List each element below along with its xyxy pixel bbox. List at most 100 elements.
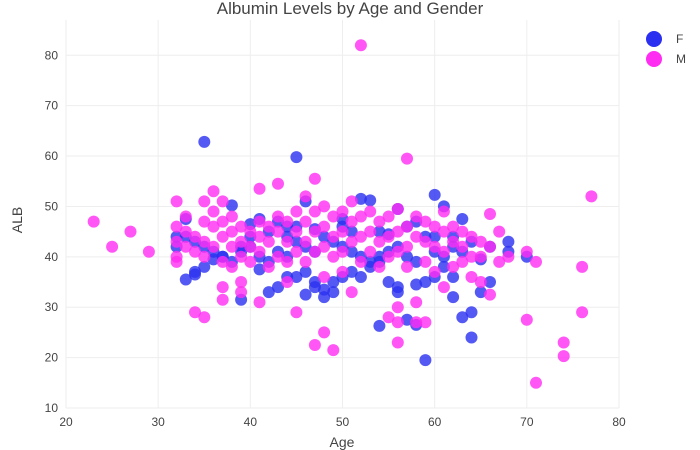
- data-point-f[interactable]: [308, 281, 321, 294]
- data-point-m[interactable]: [456, 255, 469, 268]
- data-point-m[interactable]: [290, 205, 303, 218]
- data-point-m[interactable]: [520, 313, 533, 326]
- data-point-m[interactable]: [465, 250, 478, 263]
- data-point-m[interactable]: [391, 245, 404, 258]
- data-point-m[interactable]: [373, 260, 386, 273]
- data-point-m[interactable]: [327, 250, 340, 263]
- data-point-m[interactable]: [299, 215, 312, 228]
- data-point-m[interactable]: [345, 286, 358, 299]
- data-point-m[interactable]: [225, 240, 238, 253]
- data-point-m[interactable]: [299, 235, 312, 248]
- data-point-m[interactable]: [262, 260, 275, 273]
- data-point-f[interactable]: [373, 225, 386, 238]
- data-point-f[interactable]: [354, 271, 367, 283]
- data-point-m[interactable]: [576, 306, 589, 319]
- data-point-m[interactable]: [530, 255, 542, 268]
- data-point-m[interactable]: [410, 210, 423, 223]
- data-point-m[interactable]: [419, 255, 432, 268]
- data-point-f[interactable]: [428, 188, 441, 201]
- data-point-m[interactable]: [484, 240, 496, 253]
- data-point-f[interactable]: [262, 286, 275, 299]
- data-point-m[interactable]: [419, 235, 432, 248]
- data-point-m[interactable]: [456, 225, 469, 238]
- data-point-m[interactable]: [428, 220, 441, 233]
- data-point-m[interactable]: [364, 205, 377, 218]
- data-point-m[interactable]: [474, 276, 487, 288]
- data-point-m[interactable]: [502, 250, 515, 263]
- data-point-m[interactable]: [235, 276, 248, 288]
- data-point-f[interactable]: [465, 331, 478, 344]
- data-point-m[interactable]: [410, 316, 423, 329]
- data-point-m[interactable]: [290, 245, 303, 258]
- data-point-f[interactable]: [484, 276, 496, 288]
- data-point-m[interactable]: [170, 195, 183, 208]
- data-point-m[interactable]: [216, 230, 229, 243]
- data-point-m[interactable]: [447, 260, 460, 273]
- data-point-f[interactable]: [373, 319, 386, 332]
- data-point-f[interactable]: [198, 260, 211, 273]
- data-point-m[interactable]: [299, 255, 312, 268]
- data-point-f[interactable]: [410, 278, 423, 291]
- legend-label-m[interactable]: M: [676, 52, 686, 66]
- data-point-m[interactable]: [493, 255, 506, 268]
- data-point-m[interactable]: [484, 288, 496, 301]
- data-point-m[interactable]: [207, 220, 220, 233]
- data-point-m[interactable]: [308, 205, 321, 218]
- data-point-m[interactable]: [382, 250, 395, 263]
- data-point-m[interactable]: [447, 220, 460, 233]
- data-point-m[interactable]: [410, 296, 423, 309]
- data-point-f[interactable]: [327, 286, 340, 299]
- data-point-m[interactable]: [382, 311, 395, 324]
- data-point-m[interactable]: [189, 230, 201, 243]
- data-point-m[interactable]: [373, 235, 386, 248]
- data-point-m[interactable]: [272, 250, 284, 263]
- data-point-m[interactable]: [557, 336, 570, 349]
- data-point-m[interactable]: [484, 208, 496, 220]
- data-point-m[interactable]: [336, 205, 349, 218]
- data-point-m[interactable]: [391, 301, 404, 314]
- data-point-m[interactable]: [354, 210, 367, 223]
- data-point-f[interactable]: [290, 151, 303, 164]
- data-point-m[interactable]: [345, 235, 358, 248]
- data-point-m[interactable]: [272, 210, 284, 223]
- data-point-m[interactable]: [327, 344, 340, 357]
- data-point-m[interactable]: [354, 255, 367, 268]
- data-point-f[interactable]: [419, 276, 432, 288]
- data-point-m[interactable]: [87, 215, 100, 228]
- data-point-m[interactable]: [244, 240, 257, 253]
- data-point-m[interactable]: [262, 235, 275, 248]
- data-point-f[interactable]: [428, 230, 441, 243]
- data-point-m[interactable]: [364, 225, 377, 238]
- data-point-m[interactable]: [281, 255, 294, 268]
- data-point-m[interactable]: [354, 39, 367, 52]
- data-point-m[interactable]: [308, 339, 321, 351]
- data-point-m[interactable]: [179, 240, 192, 253]
- data-point-m[interactable]: [106, 240, 119, 253]
- data-point-f[interactable]: [456, 213, 469, 225]
- data-point-f[interactable]: [318, 230, 331, 243]
- data-point-m[interactable]: [299, 190, 312, 203]
- data-point-m[interactable]: [216, 281, 229, 294]
- data-point-m[interactable]: [428, 240, 441, 253]
- data-point-m[interactable]: [474, 235, 487, 248]
- legend-marker-f[interactable]: [646, 31, 662, 47]
- data-point-m[interactable]: [253, 182, 266, 195]
- data-point-m[interactable]: [437, 225, 450, 238]
- data-point-m[interactable]: [216, 255, 229, 268]
- data-point-f[interactable]: [465, 306, 478, 319]
- data-point-m[interactable]: [235, 250, 248, 263]
- data-point-f[interactable]: [502, 235, 515, 248]
- data-point-f[interactable]: [419, 354, 432, 367]
- data-point-m[interactable]: [207, 240, 220, 253]
- data-point-m[interactable]: [345, 215, 358, 228]
- data-point-m[interactable]: [170, 220, 183, 233]
- data-point-m[interactable]: [198, 195, 211, 208]
- data-point-f[interactable]: [198, 135, 211, 148]
- data-point-m[interactable]: [207, 205, 220, 218]
- data-point-f[interactable]: [437, 260, 450, 273]
- data-point-m[interactable]: [198, 235, 211, 248]
- data-point-m[interactable]: [428, 265, 441, 278]
- data-point-m[interactable]: [391, 316, 404, 329]
- data-point-f[interactable]: [225, 199, 238, 212]
- data-point-f[interactable]: [272, 281, 284, 294]
